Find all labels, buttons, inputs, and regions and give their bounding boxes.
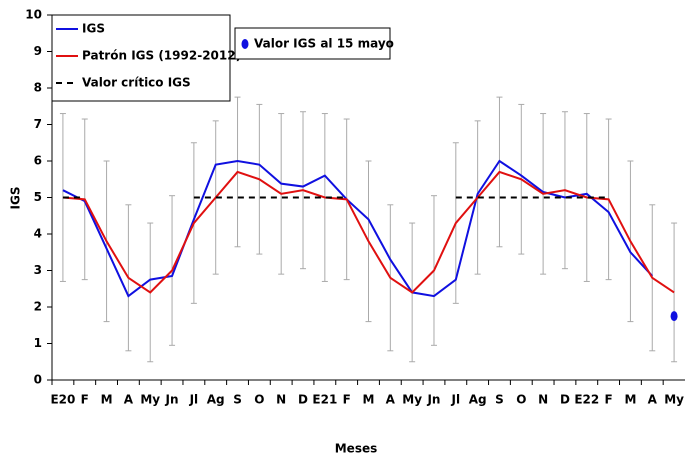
y-tick-label: 1 <box>34 336 42 350</box>
x-tick-label: A <box>386 393 396 407</box>
y-tick-label: 4 <box>34 227 42 241</box>
x-tick-label: D <box>560 393 570 407</box>
x-tick-label: E22 <box>574 393 599 407</box>
x-tick-label: Ag <box>469 393 487 407</box>
legend-box <box>234 27 391 60</box>
y-tick-label: 6 <box>34 154 42 168</box>
y-tick-label: 8 <box>34 81 42 95</box>
x-tick-label: Ag <box>207 393 225 407</box>
series-line <box>62 159 653 298</box>
x-tick-label: S <box>233 393 242 407</box>
x-tick-label: N <box>538 393 548 407</box>
legend-label: Valor IGS al 15 mayo <box>254 37 394 51</box>
x-tick-label: My <box>140 393 160 407</box>
x-axis-label: Meses <box>335 442 378 456</box>
x-tick-label: D <box>298 393 308 407</box>
x-tick-label: Jn <box>426 393 440 407</box>
y-tick-label: 0 <box>34 373 42 387</box>
x-tick-label: Jl <box>189 393 199 407</box>
x-tick-label: N <box>276 393 286 407</box>
x-tick-label: O <box>516 393 526 407</box>
x-tick-label: M <box>101 393 113 407</box>
legend-label: IGS <box>82 22 105 36</box>
y-tick-label: 9 <box>34 44 42 58</box>
x-tick-label: Jl <box>451 393 461 407</box>
y-tick-label: 5 <box>34 190 42 204</box>
x-tick-label: A <box>648 393 658 407</box>
x-tick-label: S <box>495 393 504 407</box>
legend-box <box>51 14 231 102</box>
legend-label: Patrón IGS (1992-2012) <box>82 49 241 63</box>
y-tick-label: 2 <box>34 300 42 314</box>
x-tick-label: F <box>605 393 613 407</box>
series-line <box>62 170 675 294</box>
x-tick-label: Jn <box>165 393 179 407</box>
y-tick-label: 10 <box>25 8 42 22</box>
x-tick-label: M <box>624 393 636 407</box>
x-tick-label: My <box>402 393 422 407</box>
y-axis-label: IGS <box>9 187 23 210</box>
x-tick-label: My <box>664 393 684 407</box>
x-tick-label: M <box>363 393 375 407</box>
legend-label: Valor crítico IGS <box>82 76 191 90</box>
x-tick-label: E20 <box>50 393 75 407</box>
x-tick-label: A <box>124 393 134 407</box>
y-tick-label: 7 <box>34 117 42 131</box>
legend-marker <box>241 39 249 49</box>
x-tick-label: E21 <box>312 393 337 407</box>
x-tick-label: F <box>343 393 351 407</box>
x-tick-label: F <box>81 393 89 407</box>
y-tick-label: 3 <box>34 263 42 277</box>
x-tick-label: O <box>254 393 264 407</box>
point <box>670 311 678 322</box>
